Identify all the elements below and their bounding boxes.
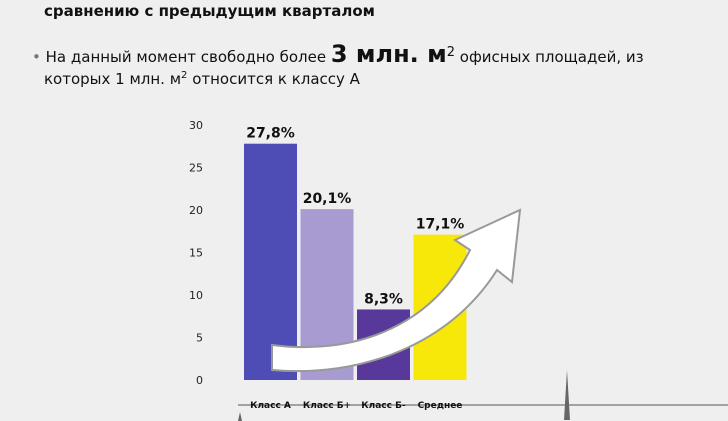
y-tick-label: 5 xyxy=(196,332,203,345)
y-tick-label: 15 xyxy=(189,247,203,260)
value-label: 8,3% xyxy=(364,291,403,307)
x-tick-label: Класс Б+ xyxy=(303,401,351,411)
bullet-line1: • На данный момент свободно более 3 млн.… xyxy=(32,40,644,68)
x-tick-label: Среднее xyxy=(418,401,463,411)
bullet-text: офисных площадей, из xyxy=(455,48,644,66)
bullet-text: которых 1 млн. м xyxy=(44,70,182,88)
x-tick-label: Класс Б- xyxy=(361,401,406,411)
bullet-sup: 2 xyxy=(181,70,188,81)
bullet-text: относится к классу А xyxy=(187,70,360,88)
bullet-line2: которых 1 млн. м2 относится к классу А xyxy=(44,70,360,88)
arrow-decoration xyxy=(271,208,522,373)
y-tick-label: 10 xyxy=(189,289,203,302)
value-label: 27,8% xyxy=(246,126,295,142)
y-tick-label: 30 xyxy=(189,119,203,132)
bullet-sup: 2 xyxy=(446,45,456,60)
bullet-text: На данный момент свободно более xyxy=(45,48,331,66)
header-line: сравнению с предыдущим кварталом xyxy=(44,2,375,20)
value-label: 17,1% xyxy=(416,217,465,233)
x-tick-label: Класс А xyxy=(250,401,291,411)
bullet-highlight: 3 млн. м xyxy=(330,40,447,68)
y-tick-label: 25 xyxy=(189,162,203,175)
y-tick-label: 20 xyxy=(189,204,203,217)
y-tick-label: 0 xyxy=(196,374,203,387)
value-label: 20,1% xyxy=(303,191,352,207)
bar xyxy=(244,143,297,380)
